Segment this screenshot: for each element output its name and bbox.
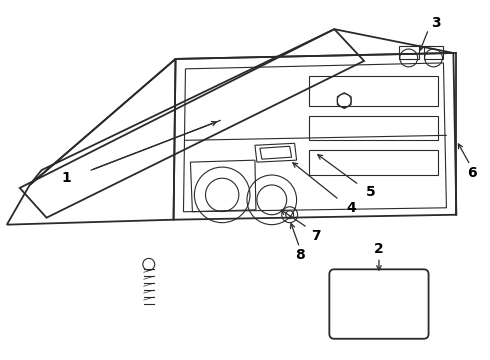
Text: 6: 6 bbox=[467, 166, 477, 180]
Text: 4: 4 bbox=[346, 201, 356, 215]
Text: 7: 7 bbox=[311, 229, 320, 243]
Text: 2: 2 bbox=[374, 242, 384, 256]
Text: 8: 8 bbox=[294, 248, 304, 262]
Text: 1: 1 bbox=[62, 171, 71, 185]
Text: 5: 5 bbox=[366, 185, 376, 199]
Text: 3: 3 bbox=[431, 16, 441, 30]
